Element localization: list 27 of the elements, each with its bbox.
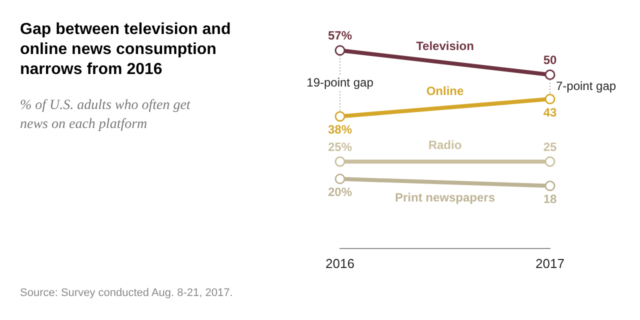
data-label: 50 xyxy=(543,53,557,68)
series-label: Online xyxy=(426,84,464,98)
point xyxy=(544,180,556,192)
series-label: Print newspapers xyxy=(394,190,496,205)
point xyxy=(334,174,346,184)
data-label: 57% xyxy=(328,28,352,43)
data-label: 18 xyxy=(543,192,557,206)
chart-title: Gap between television and online news consumption narrows from 2016 xyxy=(20,20,232,80)
point xyxy=(544,156,556,167)
x-tick-label: 2016 xyxy=(326,256,354,271)
x-tick-label: 2017 xyxy=(536,256,564,271)
text: % of U.S. adults who often get news on each platform xyxy=(20,97,192,134)
point xyxy=(334,111,346,122)
point xyxy=(334,45,346,56)
data-label: 43 xyxy=(543,105,557,120)
series-label: Television xyxy=(416,38,474,53)
annotation: 7-point gap xyxy=(556,79,616,94)
annotation: 19-point gap xyxy=(306,76,374,90)
data-label: 20% xyxy=(328,185,352,200)
data-label: 38% xyxy=(328,122,352,137)
point xyxy=(544,94,556,104)
source-note: Source: Survey conducted Aug. 8-21, 2017. xyxy=(20,287,233,299)
data-label: 25 xyxy=(543,140,557,154)
data-label: 25% xyxy=(328,140,352,154)
point xyxy=(544,69,556,80)
series-label: Radio xyxy=(428,138,462,152)
point xyxy=(334,156,346,167)
